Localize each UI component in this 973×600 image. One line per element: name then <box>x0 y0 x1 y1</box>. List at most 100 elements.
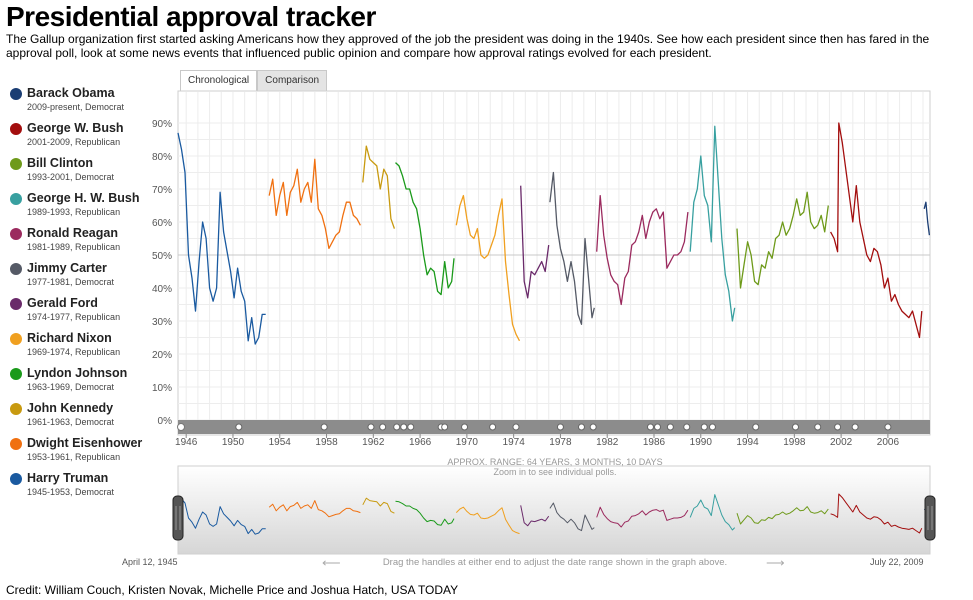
overview-series-line <box>177 495 266 535</box>
drag-hint: Drag the handles at either end to adjust… <box>382 557 728 568</box>
series-line <box>830 122 923 339</box>
series-line <box>455 194 521 342</box>
series-line <box>923 201 931 236</box>
event-marker <box>700 423 708 431</box>
x-tick-label: 2006 <box>877 437 900 448</box>
legend-color-dot-icon <box>10 333 22 345</box>
series-line <box>268 158 361 250</box>
legend-item[interactable]: Lyndon Johnson 1963-1969, Democrat <box>10 365 170 400</box>
event-marker <box>814 423 822 431</box>
legend-color-dot-icon <box>10 403 22 415</box>
legend-term: 1989-1993, Republican <box>27 207 121 217</box>
x-tick-label: 1994 <box>736 437 759 448</box>
event-marker <box>235 423 243 431</box>
legend-president-name: Richard Nixon <box>27 331 112 345</box>
legend-term: 1963-1969, Democrat <box>27 382 115 392</box>
series-line <box>596 194 689 306</box>
legend-color-dot-icon <box>10 438 22 450</box>
range-end-date: July 22, 2009 <box>870 557 924 567</box>
series-line <box>689 125 736 322</box>
event-marker <box>589 423 597 431</box>
range-handle-left[interactable] <box>172 495 184 541</box>
legend-term: 1945-1953, Democrat <box>27 487 115 497</box>
x-tick-label: 1958 <box>315 437 338 448</box>
overview-series-line <box>549 502 595 532</box>
overview-series-line <box>830 493 923 534</box>
legend-item[interactable]: Bill Clinton 1993-2001, Democrat <box>10 155 170 190</box>
event-marker <box>512 423 520 431</box>
overview-series-line <box>268 500 361 518</box>
legend-president-name: John Kennedy <box>27 401 114 415</box>
arrow-left-icon: ⟵ <box>322 555 341 570</box>
overview-series-line <box>596 506 689 528</box>
legend-item[interactable]: Gerald Ford 1974-1977, Republican <box>10 295 170 330</box>
series-line <box>520 185 550 299</box>
legend-item[interactable]: George W. Bush 2001-2009, Republican <box>10 120 170 155</box>
event-marker <box>708 423 716 431</box>
overview-series-line <box>520 505 550 527</box>
event-marker <box>646 423 654 431</box>
view-tabs: Chronological Comparison <box>180 70 328 91</box>
handle-grip-icon <box>924 495 936 541</box>
legend-item[interactable]: Dwight Eisenhower 1953-1961, Republican <box>10 435 170 470</box>
legend-term: 1953-1961, Republican <box>27 452 121 462</box>
legend-president-name: Gerald Ford <box>27 296 98 310</box>
series-line <box>362 145 396 229</box>
event-marker <box>441 423 449 431</box>
x-tick-label: 1974 <box>503 437 526 448</box>
range-start-date: April 12, 1945 <box>122 557 178 567</box>
range-handle-right[interactable] <box>924 495 936 541</box>
event-marker <box>367 423 375 431</box>
legend-color-dot-icon <box>10 298 22 310</box>
legend-item[interactable]: Ronald Reagan 1981-1989, Republican <box>10 225 170 260</box>
x-tick-label: 1950 <box>222 437 245 448</box>
event-marker <box>884 423 892 431</box>
event-marker <box>577 423 585 431</box>
x-tick-label: 1946 <box>175 437 198 448</box>
x-tick-label: 1986 <box>643 437 666 448</box>
legend-term: 1961-1963, Democrat <box>27 417 115 427</box>
tab-comparison[interactable]: Comparison <box>257 70 328 91</box>
event-marker <box>461 423 469 431</box>
timeline-start-marker <box>177 423 185 431</box>
legend-color-dot-icon <box>10 123 22 135</box>
series-line <box>177 132 266 345</box>
legend-term: 2001-2009, Republican <box>27 137 121 147</box>
legend-president-name: George H. W. Bush <box>27 191 140 205</box>
overview-series-line <box>923 507 930 515</box>
legend-item[interactable]: Richard Nixon 1969-1974, Republican <box>10 330 170 365</box>
legend-item[interactable]: John Kennedy 1961-1963, Democrat <box>10 400 170 435</box>
legend-president-name: Barack Obama <box>27 86 115 100</box>
event-timeline <box>178 420 930 434</box>
x-tick-label: 1970 <box>456 437 479 448</box>
event-marker <box>400 423 408 431</box>
handle-grip-icon <box>172 495 184 541</box>
event-marker <box>489 423 497 431</box>
legend-color-dot-icon <box>10 228 22 240</box>
legend-president-name: Jimmy Carter <box>27 261 107 275</box>
range-label: APPROX. RANGE: 64 YEARS, 3 MONTHS, 10 DA… <box>447 457 663 467</box>
event-marker <box>834 423 842 431</box>
tab-chronological[interactable]: Chronological <box>180 70 258 91</box>
legend-color-dot-icon <box>10 473 22 485</box>
legend-item[interactable]: Harry Truman 1945-1953, Democrat <box>10 470 170 505</box>
legend-president-name: George W. Bush <box>27 121 124 135</box>
series-line <box>395 162 455 296</box>
legend-term: 1969-1974, Republican <box>27 347 121 357</box>
legend-color-dot-icon <box>10 368 22 380</box>
legend-item[interactable]: Jimmy Carter 1977-1981, Democrat <box>10 260 170 295</box>
event-marker <box>407 423 415 431</box>
x-tick-label: 1990 <box>690 437 713 448</box>
x-tick-label: 1962 <box>362 437 385 448</box>
legend-president-name: Bill Clinton <box>27 156 93 170</box>
legend-item[interactable]: Barack Obama 2009-present, Democrat <box>10 85 170 120</box>
legend-term: 1977-1981, Democrat <box>27 277 115 287</box>
legend-term: 1974-1977, Republican <box>27 312 121 322</box>
legend-item[interactable]: George H. W. Bush 1989-1993, Republican <box>10 190 170 225</box>
legend-term: 1981-1989, Republican <box>27 242 121 252</box>
x-tick-label: 1978 <box>549 437 572 448</box>
legend-color-dot-icon <box>10 263 22 275</box>
series-line <box>549 171 595 325</box>
event-marker <box>792 423 800 431</box>
overview-series-line <box>362 497 395 514</box>
